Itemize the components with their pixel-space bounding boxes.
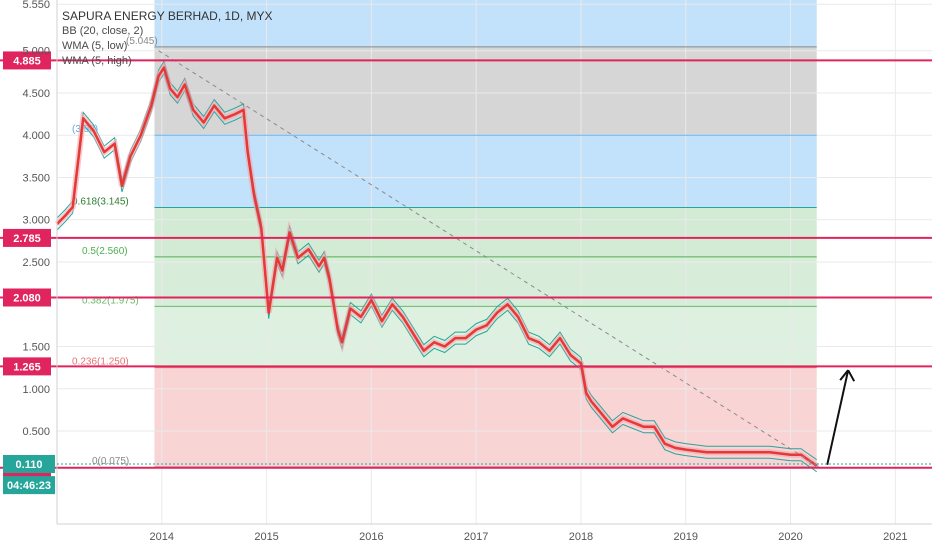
indicator-wma-high[interactable]: WMA (5, high) xyxy=(62,55,132,67)
arrow-head xyxy=(839,369,856,382)
price-tag-label: 04:46:23 xyxy=(7,480,51,492)
y-tick-label: 3.500 xyxy=(22,172,50,184)
indicator-wma-low[interactable]: WMA (5, low) xyxy=(62,40,128,52)
level-tag-label: 1.265 xyxy=(13,361,41,373)
x-tick-label: 2016 xyxy=(359,531,383,543)
price-line xyxy=(56,66,818,467)
x-tick-label: 2014 xyxy=(150,531,174,543)
chart-legend: SAPURA ENERGY BERHAD, 1D, MYX BB (20, cl… xyxy=(62,9,273,69)
level-tag xyxy=(3,357,51,376)
fib-zone xyxy=(154,256,817,307)
x-tick-label: 2017 xyxy=(464,531,488,543)
x-tick-label: 2018 xyxy=(569,531,593,543)
fib-zone xyxy=(154,135,817,208)
x-tick-label: 2020 xyxy=(778,531,802,543)
fib-zone xyxy=(154,46,817,136)
fib-level-label: 0.236(1.250) xyxy=(72,357,129,368)
level-tag xyxy=(3,51,51,70)
fib-level-label: 0.618(3.145) xyxy=(72,196,129,207)
level-tag-label: 2.785 xyxy=(13,233,41,245)
x-tick-label: 2015 xyxy=(254,531,278,543)
fib-zones xyxy=(154,0,817,467)
price-tag xyxy=(3,476,55,495)
y-tick-label: 0.500 xyxy=(22,426,50,438)
level-tag xyxy=(3,228,51,247)
price-tag xyxy=(3,454,55,473)
fib-level-label: 0(0.075) xyxy=(92,456,129,467)
chart-title: SAPURA ENERGY BERHAD, 1D, MYX xyxy=(62,9,273,23)
price-series xyxy=(54,60,819,473)
y-tick-label: 1.000 xyxy=(22,384,50,396)
price-tag-label: 0.110 xyxy=(16,459,43,471)
y-tick-label: 4.000 xyxy=(22,130,50,142)
y-tick-label: 5.000 xyxy=(22,46,50,58)
level-tag-label: 4.885 xyxy=(13,55,41,67)
y-tick-label: 4.500 xyxy=(22,88,50,100)
trendline-line xyxy=(158,50,821,468)
fib-zone-top xyxy=(154,0,817,47)
axes: 5.550 5.000 4.500 4.000 3.500 3.000 2.500 1.500… xyxy=(22,0,932,543)
indicator-bb[interactable]: BB (20, close, 2) xyxy=(62,25,144,37)
x-tick-label: 2019 xyxy=(674,531,698,543)
arrow-shaft xyxy=(826,369,850,466)
trendline xyxy=(158,50,856,468)
fib-level-label: 0.382(1.975) xyxy=(82,295,139,306)
fib-level-label: (3.98) xyxy=(72,124,98,135)
bb-lower-line xyxy=(56,72,817,473)
fib-level-label: 0.5(2.560) xyxy=(82,246,128,257)
y-tick-label: 2.500 xyxy=(22,257,50,269)
y-tick-label: 1.500 xyxy=(22,342,50,354)
fib-zone xyxy=(154,306,817,368)
price-tags: 0.110 04:46:23 xyxy=(3,454,932,495)
fib-zone xyxy=(154,207,817,257)
x-tick-label: 2021 xyxy=(883,531,907,543)
y-tick-label: 5.550 xyxy=(22,0,50,11)
y-tick-label: 3.000 xyxy=(22,215,50,227)
fib-level-label: (5.045) xyxy=(126,36,158,47)
level-tag-label: 2.080 xyxy=(13,292,41,304)
level-tag xyxy=(3,288,51,307)
